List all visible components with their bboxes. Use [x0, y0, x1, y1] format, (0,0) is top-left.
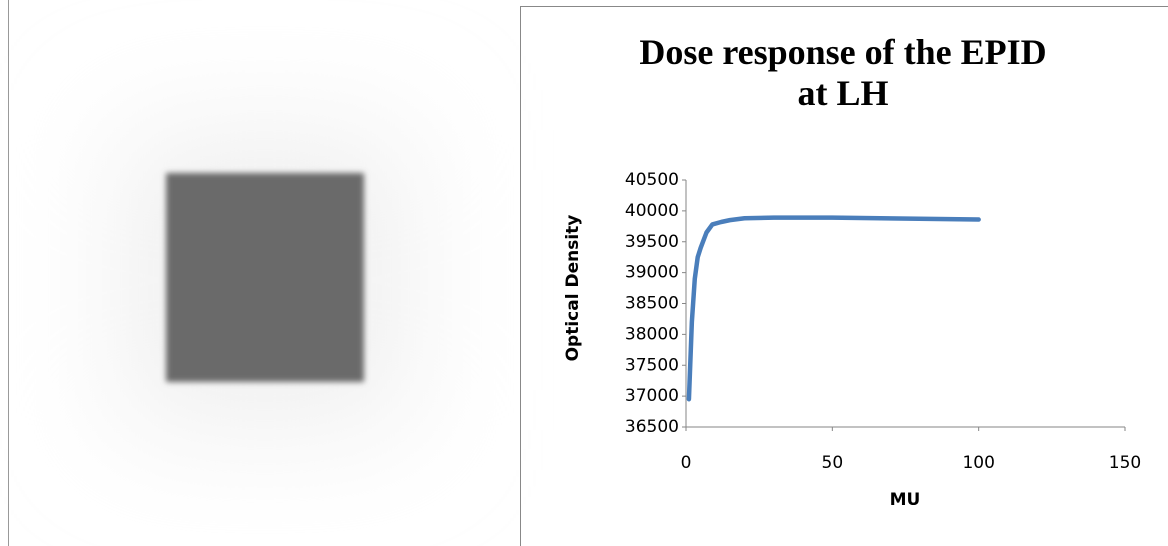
y-tick-label: 40500: [625, 170, 679, 190]
x-tick-label: 150: [1109, 453, 1141, 473]
x-tick-label: 100: [962, 453, 994, 473]
epid-field: [166, 173, 364, 382]
x-axis-label: MU: [890, 490, 921, 510]
y-tick-label: 36500: [625, 417, 679, 437]
y-tick-label: 38500: [625, 294, 679, 314]
y-axis-label: Optical Density: [563, 215, 583, 362]
page: MU Optical Density 36500 37000 37500 38000 3…: [0, 0, 1168, 546]
x-tick-label: 0: [681, 453, 692, 473]
y-tick-label: 40000: [625, 201, 679, 221]
chart-title: Dose response of the EPID at LH: [620, 32, 1066, 114]
y-tick-label: 37000: [625, 386, 679, 406]
data-line: [689, 218, 979, 400]
y-tick-label: 39500: [625, 232, 679, 252]
y-tick-label: 39000: [625, 263, 679, 283]
x-tick-label: 50: [822, 453, 844, 473]
y-tick-label: 37500: [625, 355, 679, 375]
y-tick-label: 38000: [625, 324, 679, 344]
